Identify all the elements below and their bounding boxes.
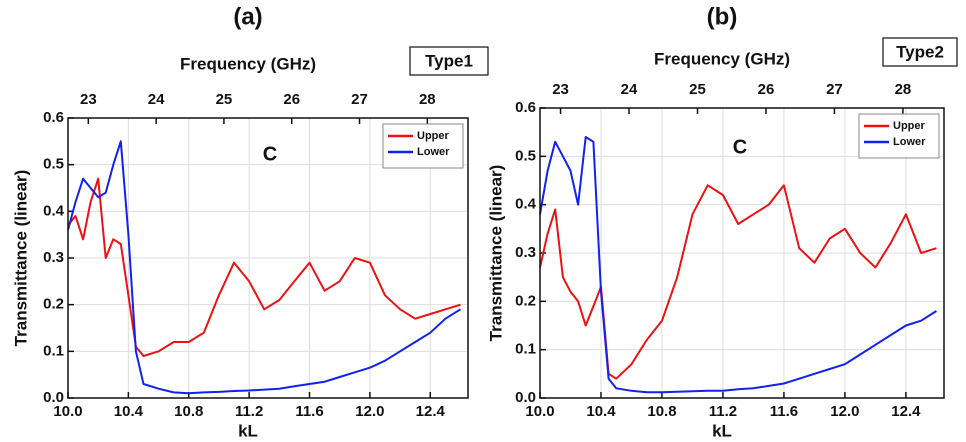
y-axis-label: Transmittance (linear) bbox=[11, 170, 30, 347]
top-tick-label: 28 bbox=[895, 81, 912, 98]
legend-box bbox=[858, 113, 940, 159]
data-line bbox=[67, 140, 462, 395]
top-tick-label: 24 bbox=[621, 81, 638, 98]
x-tick-label: 10.4 bbox=[586, 403, 616, 420]
panel: (a) Frequency (GHz) Type1 Transmittance (li… bbox=[11, 3, 489, 440]
y-tick-label: 0.3 bbox=[43, 249, 64, 266]
top-axis-label: Frequency (GHz) bbox=[654, 49, 790, 68]
tag: Type1 bbox=[425, 51, 473, 70]
data-line bbox=[539, 136, 937, 394]
top-tick-label: 27 bbox=[826, 81, 843, 98]
x-tick-label: 10.0 bbox=[525, 403, 554, 420]
plot-frame bbox=[67, 117, 469, 399]
y-tick-label: 0.2 bbox=[43, 296, 64, 313]
y-tick-label: 0.5 bbox=[43, 156, 64, 173]
tag-box bbox=[409, 46, 489, 76]
legend-label: Lower bbox=[893, 136, 926, 148]
x-tick-label: 11.6 bbox=[770, 403, 798, 420]
panel-label: (a) bbox=[233, 3, 262, 30]
legend-box bbox=[382, 123, 464, 169]
top-tick-label: 23 bbox=[80, 91, 97, 108]
top-tick-label: 26 bbox=[758, 81, 775, 98]
y-tick-label: 0.1 bbox=[515, 341, 536, 358]
y-tick-label: 0.6 bbox=[43, 109, 64, 126]
tag: Type2 bbox=[896, 42, 944, 61]
x-tick-label: 11.2 bbox=[709, 403, 737, 420]
x-tick-label: 10.0 bbox=[53, 403, 82, 420]
top-tick-label: 25 bbox=[216, 91, 233, 108]
x-tick-label: 12.4 bbox=[891, 403, 921, 420]
y-tick-label: 0.4 bbox=[515, 196, 537, 213]
y-tick-label: 0.4 bbox=[43, 202, 65, 219]
top-tick-label: 27 bbox=[351, 91, 368, 108]
top-tick-label: 25 bbox=[689, 81, 706, 98]
y-axis-label: Transmittance (linear) bbox=[486, 165, 505, 342]
y-tick-label: 0.6 bbox=[515, 99, 536, 116]
x-axis-label: kL bbox=[238, 421, 258, 440]
x-tick-label: 12.4 bbox=[416, 403, 446, 420]
data-line bbox=[67, 177, 461, 357]
top-tick-label: 26 bbox=[283, 91, 300, 108]
top-axis-label: Frequency (GHz) bbox=[180, 54, 316, 73]
panel: (b) Frequency (GHz) Type2 Transmittance (li… bbox=[486, 3, 958, 440]
y-tick-label: 0.3 bbox=[515, 244, 536, 261]
top-tick-label: 23 bbox=[552, 81, 569, 98]
x-tick-label: 12.0 bbox=[830, 403, 859, 420]
y-tick-label: 0.0 bbox=[43, 389, 64, 406]
x-axis-label: kL bbox=[712, 421, 732, 440]
x-tick-label: 10.8 bbox=[647, 403, 676, 420]
x-tick-label: 11.2 bbox=[235, 403, 263, 420]
panel-label: (b) bbox=[707, 3, 738, 30]
legend-label: Upper bbox=[893, 120, 926, 132]
legend-label: Upper bbox=[417, 130, 450, 142]
tag-box bbox=[882, 37, 958, 67]
y-tick-label: 0.2 bbox=[515, 292, 536, 309]
annotation: C bbox=[263, 143, 277, 165]
y-tick-label: 0.1 bbox=[43, 342, 64, 359]
plot-frame bbox=[539, 107, 945, 399]
x-tick-label: 11.6 bbox=[295, 403, 323, 420]
x-tick-label: 10.8 bbox=[174, 403, 203, 420]
x-tick-label: 10.4 bbox=[114, 403, 144, 420]
top-tick-label: 28 bbox=[419, 91, 436, 108]
data-line bbox=[539, 184, 937, 380]
x-tick-label: 12.0 bbox=[355, 403, 384, 420]
legend-label: Lower bbox=[417, 146, 450, 158]
annotation: C bbox=[733, 136, 747, 158]
y-tick-label: 0.0 bbox=[515, 389, 536, 406]
y-tick-label: 0.5 bbox=[515, 147, 536, 164]
top-tick-label: 24 bbox=[148, 91, 165, 108]
